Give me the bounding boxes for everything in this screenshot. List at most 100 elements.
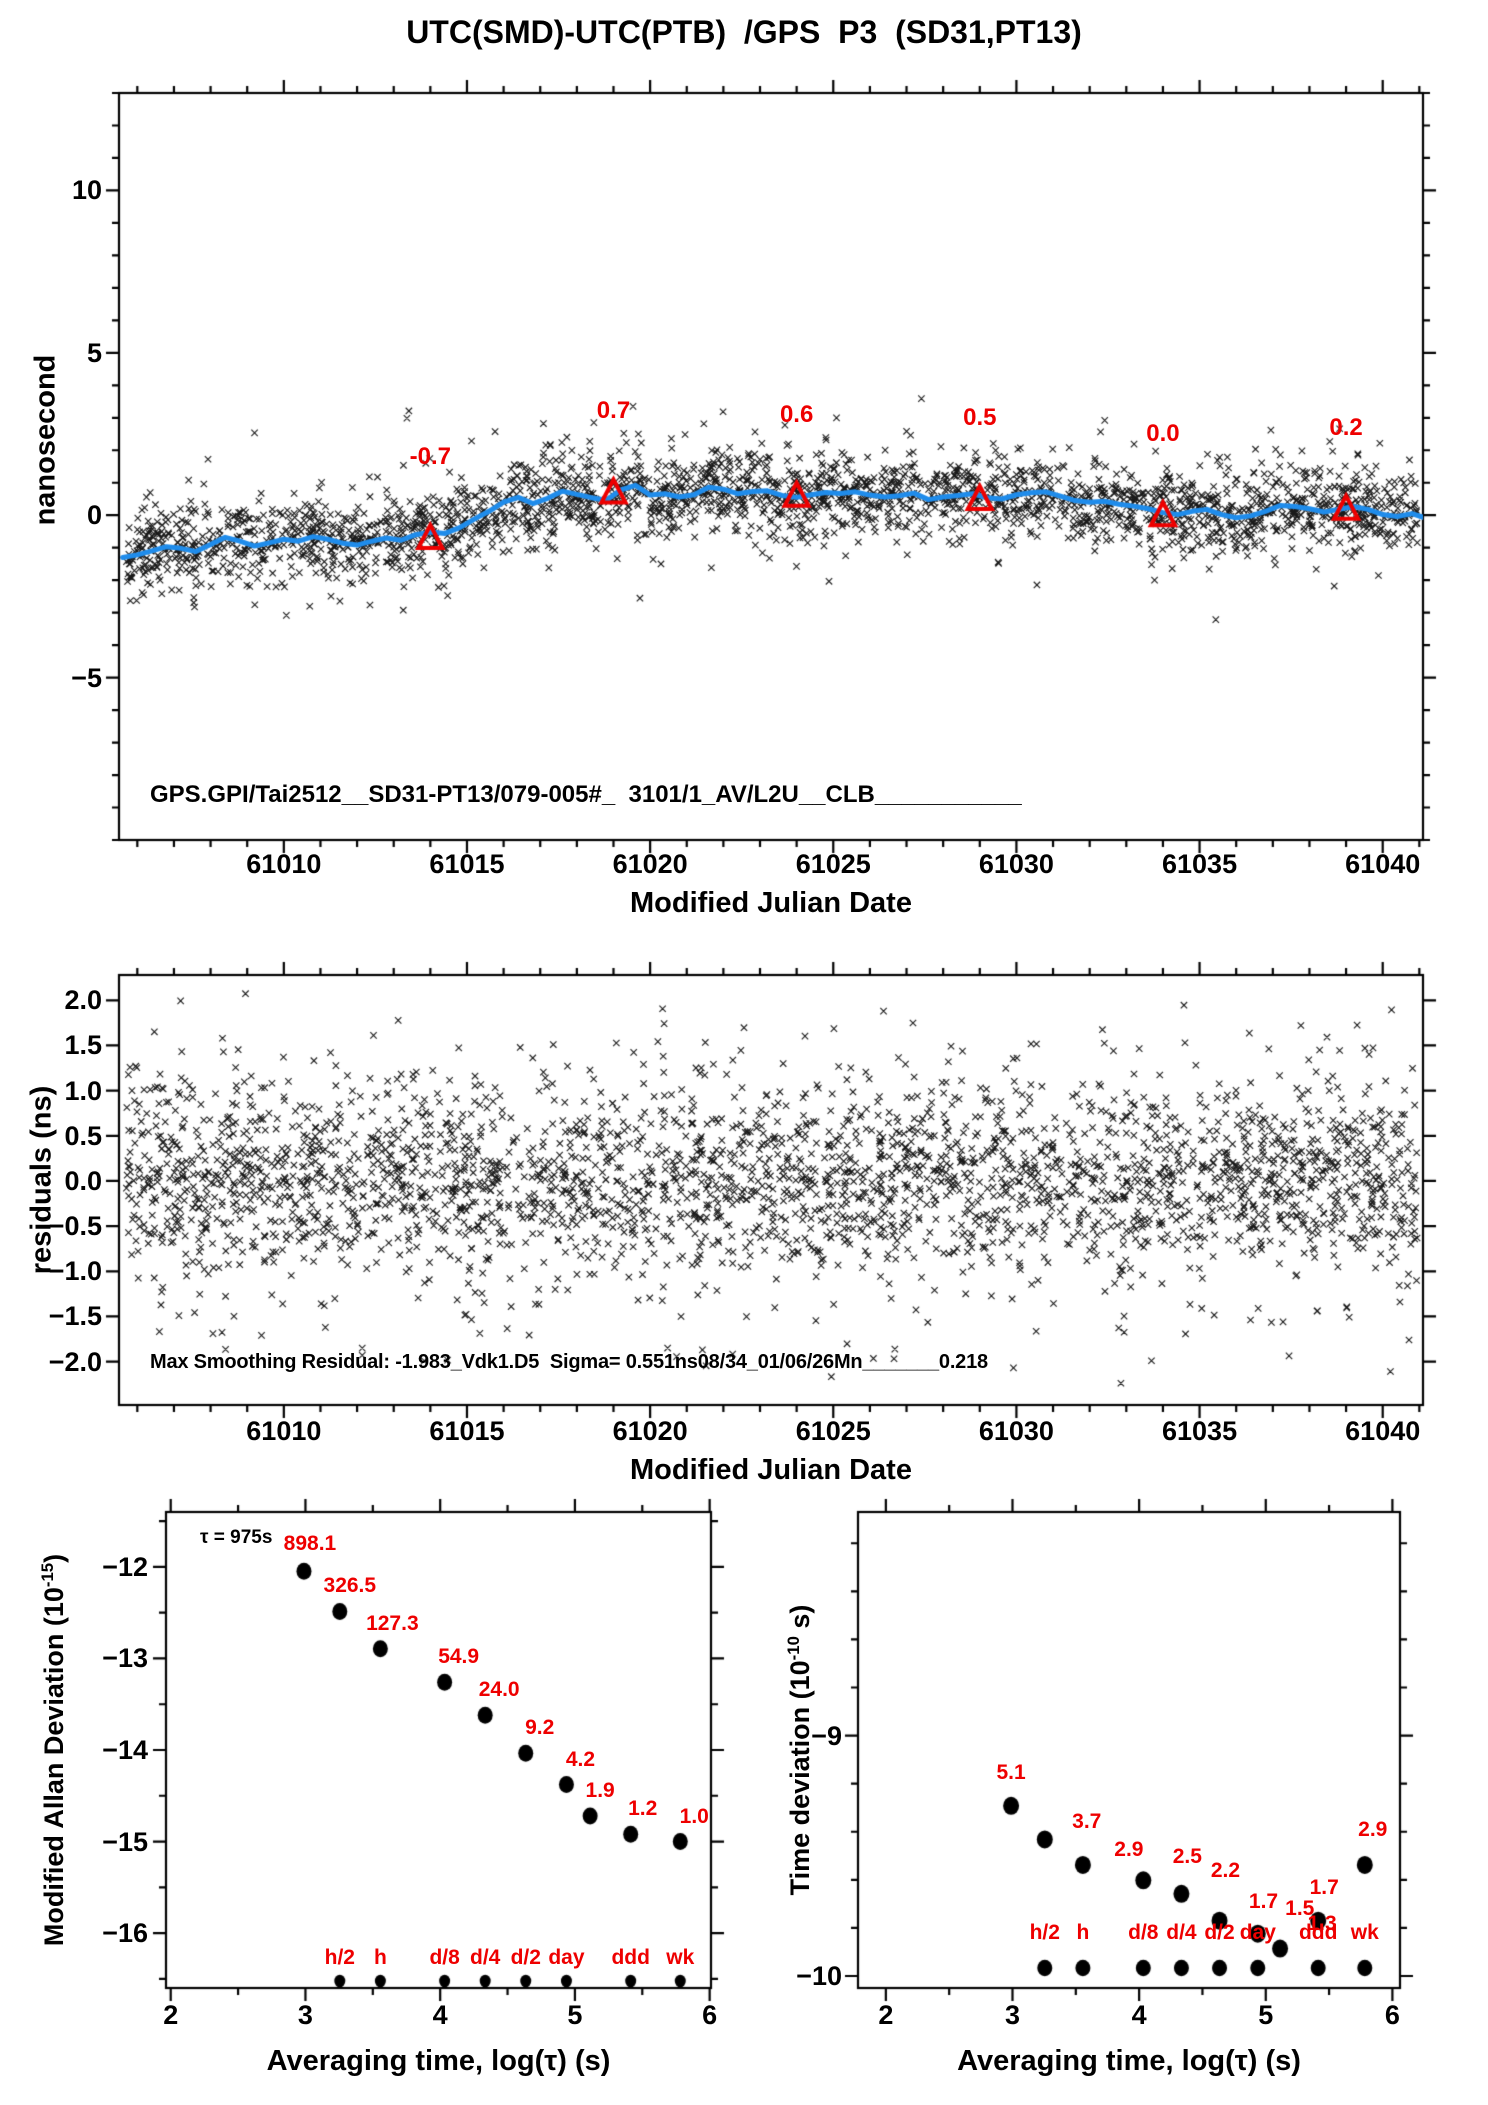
phase-x-tick-label: 61020 xyxy=(612,849,688,879)
tdev-x-tick-label: 5 xyxy=(1258,2000,1274,2030)
mdev-x-tick-label: 4 xyxy=(432,2000,448,2030)
mdev-point-value-label: 9.2 xyxy=(525,1716,555,1740)
average-value-label: 0.7 xyxy=(596,397,631,425)
phase-y-tick-label: 0 xyxy=(86,500,102,531)
mdev-period-label: h/2 xyxy=(324,1946,355,1969)
mdev-point-value-label: 898.1 xyxy=(283,1532,337,1556)
mdev-point-value-label: 1.2 xyxy=(628,1797,658,1821)
mdev-period-label: d/8 xyxy=(429,1946,460,1969)
residuals-x-tick-label: 61030 xyxy=(978,1416,1054,1446)
tdev-y-axis-title: Time deviation (10-10 s) xyxy=(784,1604,815,1896)
residuals-y-tick-label: −0.5 xyxy=(48,1211,102,1242)
mdev-y-tick-label: −12 xyxy=(102,1551,148,1582)
phase-x-axis-title: Modified Julian Date xyxy=(630,887,912,919)
mdev-period-label: d/4 xyxy=(470,1946,501,1969)
residuals-y-tick-label: 0.5 xyxy=(64,1120,102,1151)
phase-annotation: GPS.GPI/Tai2512__SD31-PT13/079-005#_ 310… xyxy=(150,781,1022,808)
tdev-x-tick-label: 4 xyxy=(1131,2000,1147,2030)
mdev-period-label: wk xyxy=(666,1946,695,1969)
tdev-point-value-label: 3.7 xyxy=(1072,1810,1102,1834)
tdev-point-value-label: 5.1 xyxy=(996,1760,1026,1784)
tdev-point-value-label: 2.9 xyxy=(1358,1817,1388,1841)
mdev-period-label: d/2 xyxy=(510,1946,541,1969)
mdev-period-label: day xyxy=(548,1946,585,1969)
mdev-y-axis-title-text: Modified Allan Deviation (10 xyxy=(39,1587,69,1947)
mdev-point-value-label: 54.9 xyxy=(438,1645,480,1669)
tdev-period-label: d/8 xyxy=(1128,1921,1159,1944)
phase-x-tick-label: 61025 xyxy=(795,849,871,879)
page-title: UTC(SMD)-UTC(PTB) /GPS P3 (SD31,PT13) xyxy=(406,14,1082,50)
mdev-tau-note: τ = 975s xyxy=(200,1527,273,1548)
mdev-x-tick-label: 2 xyxy=(163,2000,179,2030)
residuals-y-tick-label: −1.5 xyxy=(48,1301,102,1332)
residuals-y-tick-label: 1.0 xyxy=(64,1075,102,1106)
average-value-label: -0.7 xyxy=(409,442,452,470)
phase-y-tick-label: 5 xyxy=(86,337,102,368)
residuals-y-tick-label: 0.0 xyxy=(64,1165,102,1196)
mdev-x-axis-title: Averaging time, log(τ) (s) xyxy=(266,2045,611,2077)
mdev-period-label: ddd xyxy=(611,1946,650,1969)
average-value-label: 0.0 xyxy=(1146,420,1180,448)
residuals-x-tick-label: 61020 xyxy=(612,1416,688,1446)
residuals-x-axis-title: Modified Julian Date xyxy=(630,1454,912,1486)
tdev-y-tick-label: −10 xyxy=(796,1960,842,1991)
tdev-point-value-label: 2.2 xyxy=(1210,1858,1241,1882)
tdev-x-tick-label: 2 xyxy=(878,2000,894,2030)
mdev-x-tick-label: 5 xyxy=(567,2000,583,2030)
tdev-point-value-label: 1.5 xyxy=(1285,1896,1315,1920)
tdev-period-label: ddd xyxy=(1298,1921,1338,1944)
phase-x-tick-label: 61015 xyxy=(429,849,505,879)
mdev-point-value-label: 24.0 xyxy=(478,1678,520,1702)
mdev-point-value-label: 127.3 xyxy=(366,1611,419,1635)
residuals-x-tick-label: 61010 xyxy=(246,1416,322,1446)
phase-y-axis-title: nanosecond xyxy=(29,354,62,526)
mdev-point-value-label: 1.0 xyxy=(679,1804,709,1828)
mdev-x-tick-label: 3 xyxy=(297,2000,313,2030)
phase-y-tick-label: −5 xyxy=(71,662,102,693)
tdev-point-value-label: 1.3 xyxy=(1307,1911,1337,1935)
residuals-x-tick-label: 61025 xyxy=(795,1416,871,1446)
tdev-point-value-label: 1.7 xyxy=(1248,1889,1279,1913)
phase-x-tick-label: 61035 xyxy=(1162,849,1238,879)
phase-x-tick-label: 61010 xyxy=(246,849,322,879)
tdev-period-label: d/2 xyxy=(1204,1921,1235,1944)
tdev-point-value-label: 1.7 xyxy=(1309,1875,1339,1899)
phase-x-tick-label: 61030 xyxy=(978,849,1054,879)
average-value-label: 0.5 xyxy=(963,403,997,431)
tdev-period-label: h/2 xyxy=(1029,1921,1060,1944)
tdev-point-value-label: 2.5 xyxy=(1172,1845,1202,1869)
mdev-y-tick-label: −14 xyxy=(102,1735,148,1765)
average-value-label: 0.2 xyxy=(1329,413,1363,441)
tdev-y-axis-title-text: Time deviation (10 xyxy=(785,1660,815,1896)
residuals-y-tick-label: −1.0 xyxy=(48,1256,102,1287)
tdev-x-tick-label: 3 xyxy=(1004,2000,1020,2030)
tdev-x-axis-title: Averaging time, log(τ) (s) xyxy=(957,2045,1301,2077)
tdev-y-axis-title-suffix: s) xyxy=(785,1604,815,1637)
mdev-period-label: h xyxy=(373,1946,387,1969)
phase-y-tick-label: 10 xyxy=(71,175,102,206)
mdev-point-value-label: 1.9 xyxy=(585,1778,615,1802)
tdev-point-value-label: 2.9 xyxy=(1114,1837,1144,1861)
tdev-period-label: d/4 xyxy=(1166,1921,1197,1944)
mdev-x-tick-label: 6 xyxy=(702,2000,718,2030)
mdev-point-value-label: 326.5 xyxy=(323,1574,377,1598)
tdev-period-label: wk xyxy=(1350,1921,1379,1944)
tdev-period-label: h xyxy=(1076,1921,1090,1944)
phase-x-tick-label: 61040 xyxy=(1345,849,1421,879)
residuals-y-tick-label: −2.0 xyxy=(48,1346,102,1377)
tdev-y-tick-label: −9 xyxy=(811,1720,842,1751)
residuals-x-tick-label: 61040 xyxy=(1345,1416,1421,1446)
mdev-y-tick-label: −16 xyxy=(102,1918,148,1949)
mdev-point-value-label: 4.2 xyxy=(565,1747,596,1771)
residuals-annotation: Max Smoothing Residual: -1.983_Vdk1.D5 S… xyxy=(150,1351,988,1373)
residuals-y-tick-label: 2.0 xyxy=(64,985,102,1016)
residuals-x-tick-label: 61015 xyxy=(429,1416,505,1446)
mdev-y-tick-label: −13 xyxy=(102,1643,148,1674)
tdev-period-label: day xyxy=(1239,1921,1276,1944)
residuals-x-tick-label: 61035 xyxy=(1162,1416,1238,1446)
average-value-label: 0.6 xyxy=(779,400,814,428)
tdev-x-tick-label: 6 xyxy=(1384,2000,1400,2030)
residuals-y-tick-label: 1.5 xyxy=(64,1030,102,1061)
